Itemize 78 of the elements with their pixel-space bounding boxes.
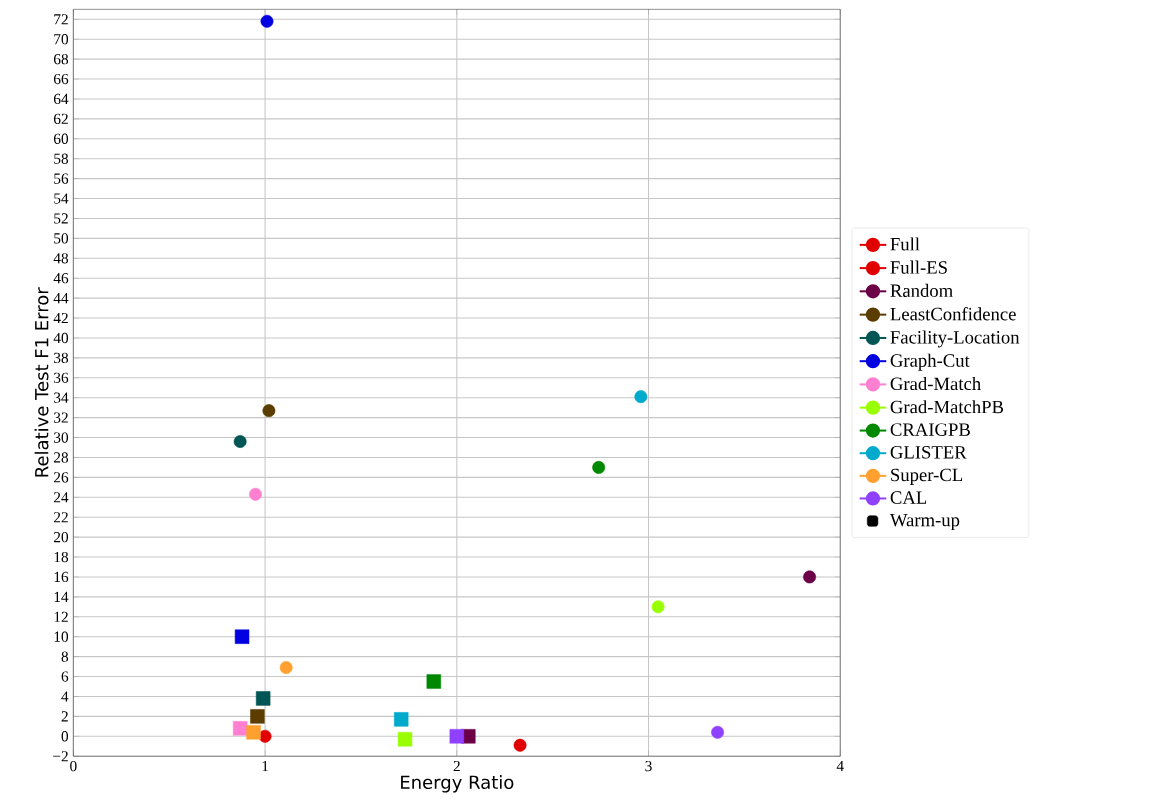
y-tick-label: 58 — [54, 153, 69, 164]
point — [279, 661, 293, 674]
y-tick-label: 36 — [54, 372, 69, 383]
legend-label: Random — [890, 283, 953, 297]
point — [651, 600, 665, 614]
y-tick-label: 40 — [53, 332, 69, 344]
y-tick-label: 44 — [53, 292, 69, 304]
point — [394, 712, 409, 727]
y-tick-label: 8 — [61, 651, 69, 662]
x-tick-label: 0 — [70, 760, 77, 772]
x-tick-label: 4 — [836, 760, 844, 771]
point — [246, 724, 261, 740]
y-tick-label: 16 — [54, 571, 69, 582]
y-tick-label: 38 — [54, 352, 69, 363]
y-tick-label: 6 — [61, 671, 69, 682]
legend-label: Grad-MatchPB — [890, 400, 1004, 414]
y-tick-label: 42 — [53, 312, 68, 323]
legend-label: Graph-Cut — [890, 353, 970, 371]
legend-label: CRAIGPB — [890, 423, 970, 436]
y-tick-label: 26 — [53, 472, 69, 483]
text: Warm-up — [889, 513, 960, 531]
y-tick-label: 50 — [54, 233, 69, 244]
x-tick-label: 1 — [262, 760, 268, 771]
x-axis-title: Energy Ratio — [401, 774, 514, 793]
legend-label: Full-ES — [890, 260, 947, 274]
x-tick-label: 3 — [645, 760, 652, 772]
y-tick-label: 28 — [53, 452, 69, 463]
y-tick-label: 0 — [61, 731, 69, 742]
legend-label: GLISTER — [890, 445, 967, 459]
y-tick-label: −2 — [53, 751, 68, 762]
point — [634, 390, 648, 403]
point — [592, 460, 606, 474]
point — [255, 691, 271, 706]
y-tick-label: 2 — [61, 711, 68, 722]
y-tick-label: 68 — [53, 53, 69, 65]
y-tick-label: 46 — [53, 272, 69, 284]
point — [513, 738, 527, 752]
point — [711, 725, 724, 739]
point — [250, 709, 265, 724]
y-tick-label: 4 — [61, 691, 69, 702]
y-tick-label: 22 — [53, 512, 68, 523]
y-tick-label: 64 — [53, 93, 69, 104]
y-tick-label: 60 — [53, 133, 69, 144]
point — [426, 674, 441, 689]
y-tick-label: 52 — [54, 213, 68, 224]
legend-label: LeastConfidence — [890, 306, 1016, 321]
y-tick-label: 54 — [54, 193, 69, 204]
y-tick-label: 56 — [54, 173, 69, 184]
legend-label: CAL — [890, 491, 927, 504]
x-tick-label: 2 — [453, 760, 460, 771]
y-tick-label: 14 — [54, 591, 69, 602]
point — [397, 731, 413, 747]
y-tick-label: 30 — [54, 432, 69, 443]
y-tick-label: 18 — [54, 551, 69, 563]
y-tick-label: 12 — [54, 611, 68, 622]
y-tick-label: 72 — [54, 14, 68, 25]
y-tick-label: 66 — [53, 73, 69, 85]
y-tick-label: 70 — [54, 33, 69, 45]
legend-label: Facility-Location — [890, 330, 1020, 348]
point — [249, 487, 262, 501]
legend-label: Full — [890, 237, 920, 251]
y-tick-label: 20 — [53, 531, 69, 543]
point — [234, 629, 250, 644]
point — [449, 728, 465, 744]
point — [262, 404, 276, 417]
y-tick-label: 62 — [53, 113, 68, 124]
legend-label: Grad-Match — [890, 376, 981, 390]
point — [233, 435, 247, 448]
y-axis-title: Relative Test F1 Error — [34, 287, 49, 477]
point — [260, 14, 274, 28]
point — [803, 570, 816, 584]
y-tick-label: 10 — [54, 631, 69, 642]
y-tick-label: 34 — [54, 392, 69, 403]
y-tick-label: 24 — [53, 492, 69, 503]
legend-label: Super-CL — [891, 468, 963, 485]
y-tick-label: 32 — [54, 412, 68, 423]
y-tick-label: 48 — [53, 253, 69, 264]
point — [232, 721, 248, 736]
